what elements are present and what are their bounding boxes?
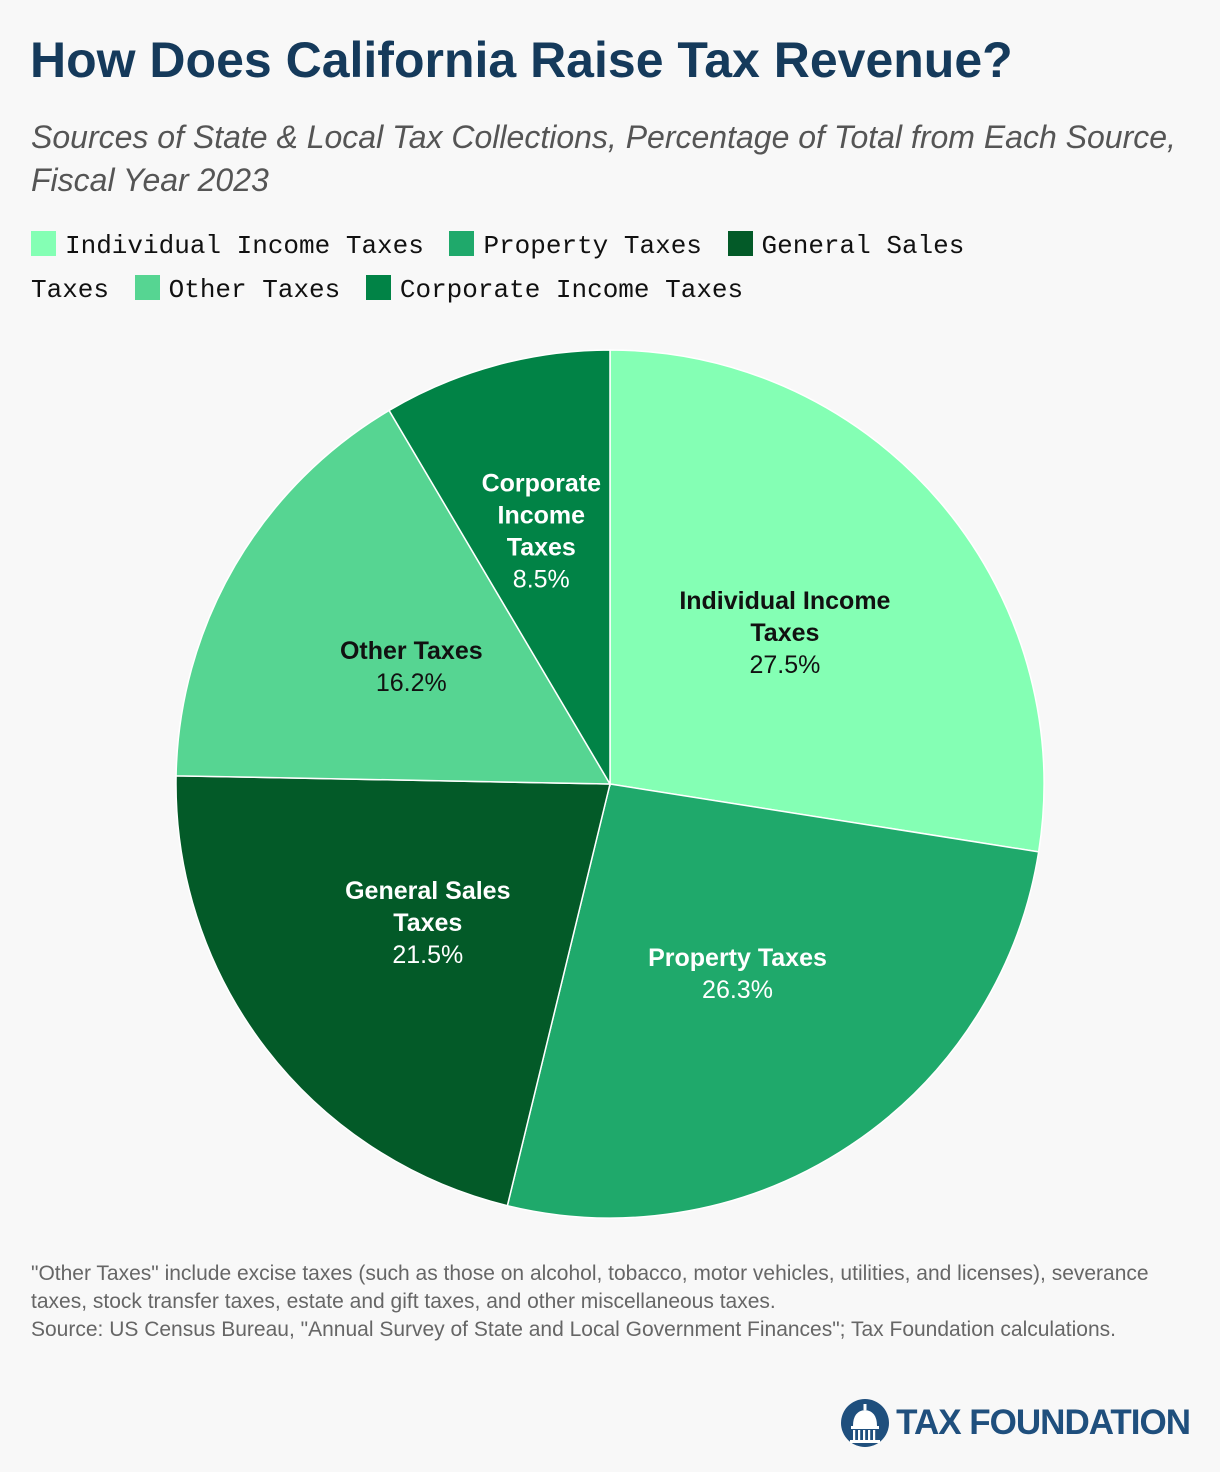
chart-title: How Does California Raise Tax Revenue? [30, 32, 1013, 88]
slice-label-other-taxes: Other Taxes 16.2% [340, 637, 483, 697]
legend-label: Property Taxes [483, 231, 702, 261]
legend-swatch [365, 275, 391, 300]
pie-slice-other-taxes [175, 409, 612, 785]
slice-category-label: General Sales [345, 877, 510, 905]
pie-chart: Individual Income Taxes 27.5% Property Taxe… [175, 349, 1045, 1219]
logo-text: TAX FOUNDATION [896, 1403, 1191, 1442]
slice-label-property-taxes: Property Taxes 26.3% [648, 944, 827, 1004]
pie-slice-individual-income-taxes [609, 349, 1045, 853]
legend-label: Individual Income Taxes [65, 231, 424, 261]
legend-swatch [31, 231, 56, 256]
legend-swatch [727, 231, 753, 256]
slice-value-label: 21.5% [392, 941, 463, 969]
slice-category-label: Property Taxes [648, 944, 827, 972]
legend-item-other-taxes: Other Taxes [134, 275, 341, 305]
slice-value-label: 26.3% [702, 976, 773, 1004]
slice-category-label: Income [498, 501, 586, 529]
legend-swatch [449, 231, 475, 256]
slice-category-label: Taxes [750, 619, 819, 647]
pie-slice-corporate-income-taxes [388, 349, 611, 787]
slice-category-label: Corporate [482, 469, 602, 497]
legend-item-general-sales-taxes: General Sales Taxes [31, 231, 964, 305]
capitol-dome-icon [841, 1399, 890, 1447]
slice-value-label: 27.5% [749, 651, 820, 679]
chart-subtitle: Sources of State & Local Tax Collections… [31, 119, 1176, 198]
pie-slice-property-taxes [506, 783, 1040, 1219]
pie-slice-general-sales-taxes [175, 775, 611, 1207]
legend-item-individual-income-taxes: Individual Income Taxes [31, 231, 424, 261]
footnote: "Other Taxes" include excise taxes (such… [31, 1262, 1149, 1313]
legend-swatch [134, 275, 160, 300]
legend-label: Corporate Income Taxes [399, 275, 744, 305]
chart-notes: "Other Taxes" include excise taxes (such… [31, 1260, 1201, 1344]
slice-label-general-sales-taxes: General Sales Taxes 21.5% [345, 877, 510, 969]
legend-item-property-taxes: Property Taxes [449, 231, 702, 261]
slice-category-label: Taxes [393, 909, 462, 937]
slice-value-label: 16.2% [376, 669, 447, 697]
slice-label-individual-income-taxes: Individual Income Taxes 27.5% [679, 587, 890, 679]
chart-legend: Individual Income Taxes Property Taxes G… [31, 224, 1031, 312]
slice-category-label: Individual Income [679, 587, 890, 615]
slice-value-label: 8.5% [513, 565, 570, 593]
legend-item-corporate-income-taxes: Corporate Income Taxes [365, 275, 744, 305]
slice-category-label: Other Taxes [340, 637, 483, 665]
legend-label: Other Taxes [168, 275, 341, 305]
tax-foundation-logo: TAX FOUNDATION [840, 1393, 1191, 1453]
slice-label-corporate-income-taxes: Corporate Income Taxes 8.5% [482, 469, 602, 593]
legend-label: General Sales Taxes [31, 231, 965, 305]
slice-category-label: Taxes [507, 533, 576, 561]
source-note: Source: US Census Bureau, "Annual Survey… [31, 1318, 1116, 1341]
